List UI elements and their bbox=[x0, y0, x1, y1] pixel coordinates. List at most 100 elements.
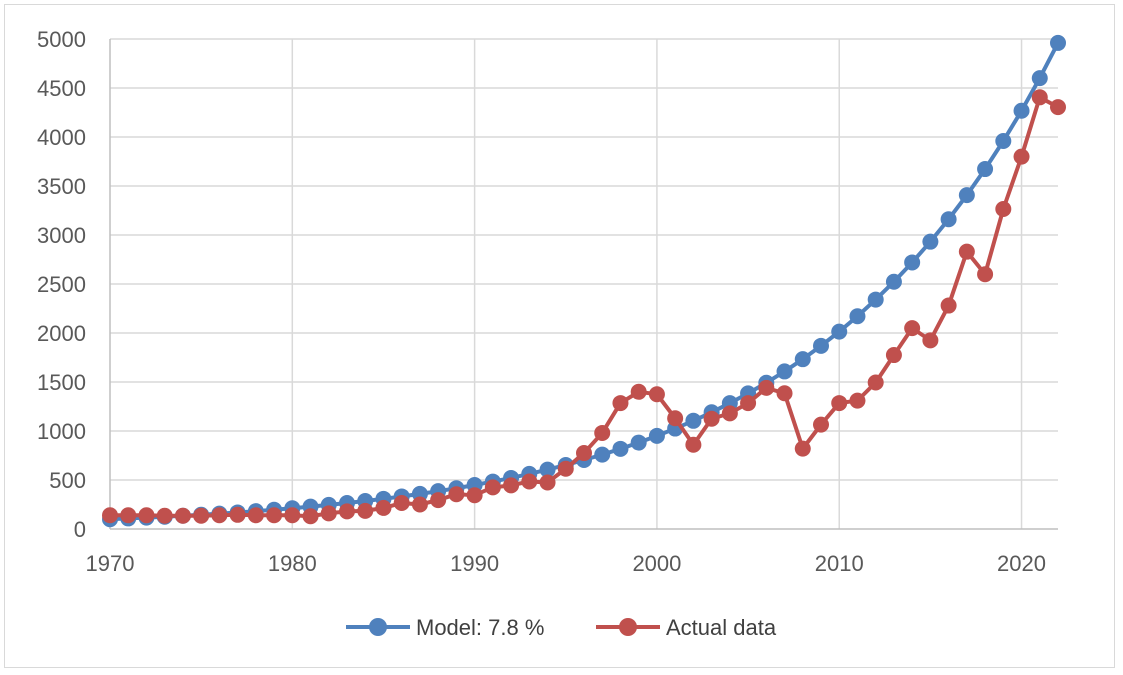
data-point bbox=[813, 337, 829, 354]
data-point bbox=[940, 211, 957, 228]
data-point bbox=[867, 374, 884, 391]
data-point bbox=[630, 434, 647, 451]
data-point bbox=[411, 496, 428, 513]
x-tick-label: 1990 bbox=[450, 551, 499, 576]
data-point bbox=[1050, 34, 1066, 51]
data-point bbox=[648, 427, 665, 444]
data-point bbox=[776, 363, 793, 380]
y-tick-label: 5000 bbox=[37, 27, 86, 52]
data-point bbox=[703, 410, 720, 427]
y-tick-label: 3000 bbox=[37, 223, 86, 248]
data-point bbox=[466, 487, 483, 504]
gridlines bbox=[110, 38, 1058, 529]
legend-marker bbox=[619, 618, 637, 636]
data-point bbox=[1050, 99, 1066, 116]
data-point bbox=[357, 502, 374, 519]
tick-labels: 0 500 1000 1500 2000 2500 3000 3500 4000 4500 5000… bbox=[37, 27, 1046, 576]
data-point bbox=[977, 266, 994, 283]
data-point bbox=[594, 424, 611, 441]
data-point bbox=[794, 351, 811, 368]
y-tick-label: 1000 bbox=[37, 419, 86, 444]
data-point bbox=[904, 320, 921, 337]
x-tick-label: 1980 bbox=[268, 551, 317, 576]
data-point bbox=[849, 392, 866, 409]
data-point bbox=[885, 273, 902, 290]
data-point bbox=[375, 499, 392, 516]
legend-label: Model: 7.8 % bbox=[416, 615, 544, 640]
data-point bbox=[794, 440, 811, 457]
data-point bbox=[758, 379, 775, 396]
data-point bbox=[430, 492, 447, 509]
data-point bbox=[393, 495, 410, 512]
data-point bbox=[156, 507, 173, 524]
y-tick-label: 500 bbox=[49, 468, 86, 493]
legend-label: Actual data bbox=[666, 615, 777, 640]
data-point bbox=[995, 133, 1012, 150]
data-point bbox=[174, 507, 191, 524]
data-point bbox=[1013, 148, 1030, 165]
y-tick-label: 4000 bbox=[37, 125, 86, 150]
y-tick-label: 4500 bbox=[37, 76, 86, 101]
data-point bbox=[211, 507, 228, 524]
data-point bbox=[138, 507, 155, 524]
series-2 bbox=[102, 89, 1066, 525]
y-tick-label: 3500 bbox=[37, 174, 86, 199]
x-tick-label: 2010 bbox=[815, 551, 864, 576]
data-point bbox=[284, 507, 301, 524]
y-tick-label: 1500 bbox=[37, 370, 86, 395]
legend-item: Model: 7.8 % bbox=[346, 615, 544, 640]
data-point bbox=[685, 412, 702, 429]
data-point bbox=[922, 233, 939, 250]
data-point bbox=[958, 187, 975, 204]
data-point bbox=[539, 474, 556, 491]
data-point bbox=[977, 161, 994, 178]
data-point bbox=[648, 386, 665, 403]
data-point bbox=[904, 254, 921, 271]
data-point bbox=[539, 461, 556, 478]
data-point bbox=[1031, 89, 1048, 106]
data-point bbox=[813, 416, 829, 433]
axes bbox=[109, 39, 1058, 530]
data-point bbox=[995, 201, 1012, 218]
data-point bbox=[685, 436, 702, 453]
data-point bbox=[229, 506, 246, 523]
x-tick-label: 2020 bbox=[997, 551, 1046, 576]
data-point bbox=[102, 507, 118, 524]
series-group bbox=[102, 34, 1066, 528]
data-point bbox=[339, 503, 355, 520]
data-point bbox=[740, 395, 757, 412]
data-point bbox=[503, 477, 520, 494]
data-point bbox=[1031, 70, 1048, 87]
legend-marker bbox=[369, 618, 387, 636]
data-point bbox=[120, 507, 137, 524]
data-point bbox=[721, 405, 738, 422]
x-tick-label: 1970 bbox=[86, 551, 135, 576]
data-point bbox=[958, 243, 975, 260]
y-tick-label: 0 bbox=[74, 517, 86, 542]
data-point bbox=[193, 507, 210, 524]
data-point bbox=[831, 395, 848, 412]
y-tick-label: 2000 bbox=[37, 321, 86, 346]
data-point bbox=[831, 323, 848, 340]
legend: Model: 7.8 % Actual data bbox=[346, 615, 777, 640]
data-point bbox=[922, 332, 939, 349]
data-point bbox=[594, 446, 611, 463]
legend-item: Actual data bbox=[596, 615, 777, 640]
data-point bbox=[484, 479, 501, 496]
x-tick-label: 2000 bbox=[632, 551, 681, 576]
data-point bbox=[776, 385, 793, 402]
data-point bbox=[557, 460, 574, 477]
data-point bbox=[320, 505, 337, 522]
data-point bbox=[247, 507, 264, 524]
data-point bbox=[266, 507, 283, 524]
data-point bbox=[630, 383, 647, 400]
data-point bbox=[667, 410, 684, 427]
data-point bbox=[1013, 102, 1030, 119]
data-point bbox=[849, 308, 866, 325]
data-point bbox=[940, 297, 957, 314]
data-point bbox=[576, 445, 592, 462]
data-point bbox=[612, 395, 629, 412]
data-point bbox=[302, 508, 319, 525]
data-point bbox=[867, 291, 884, 308]
